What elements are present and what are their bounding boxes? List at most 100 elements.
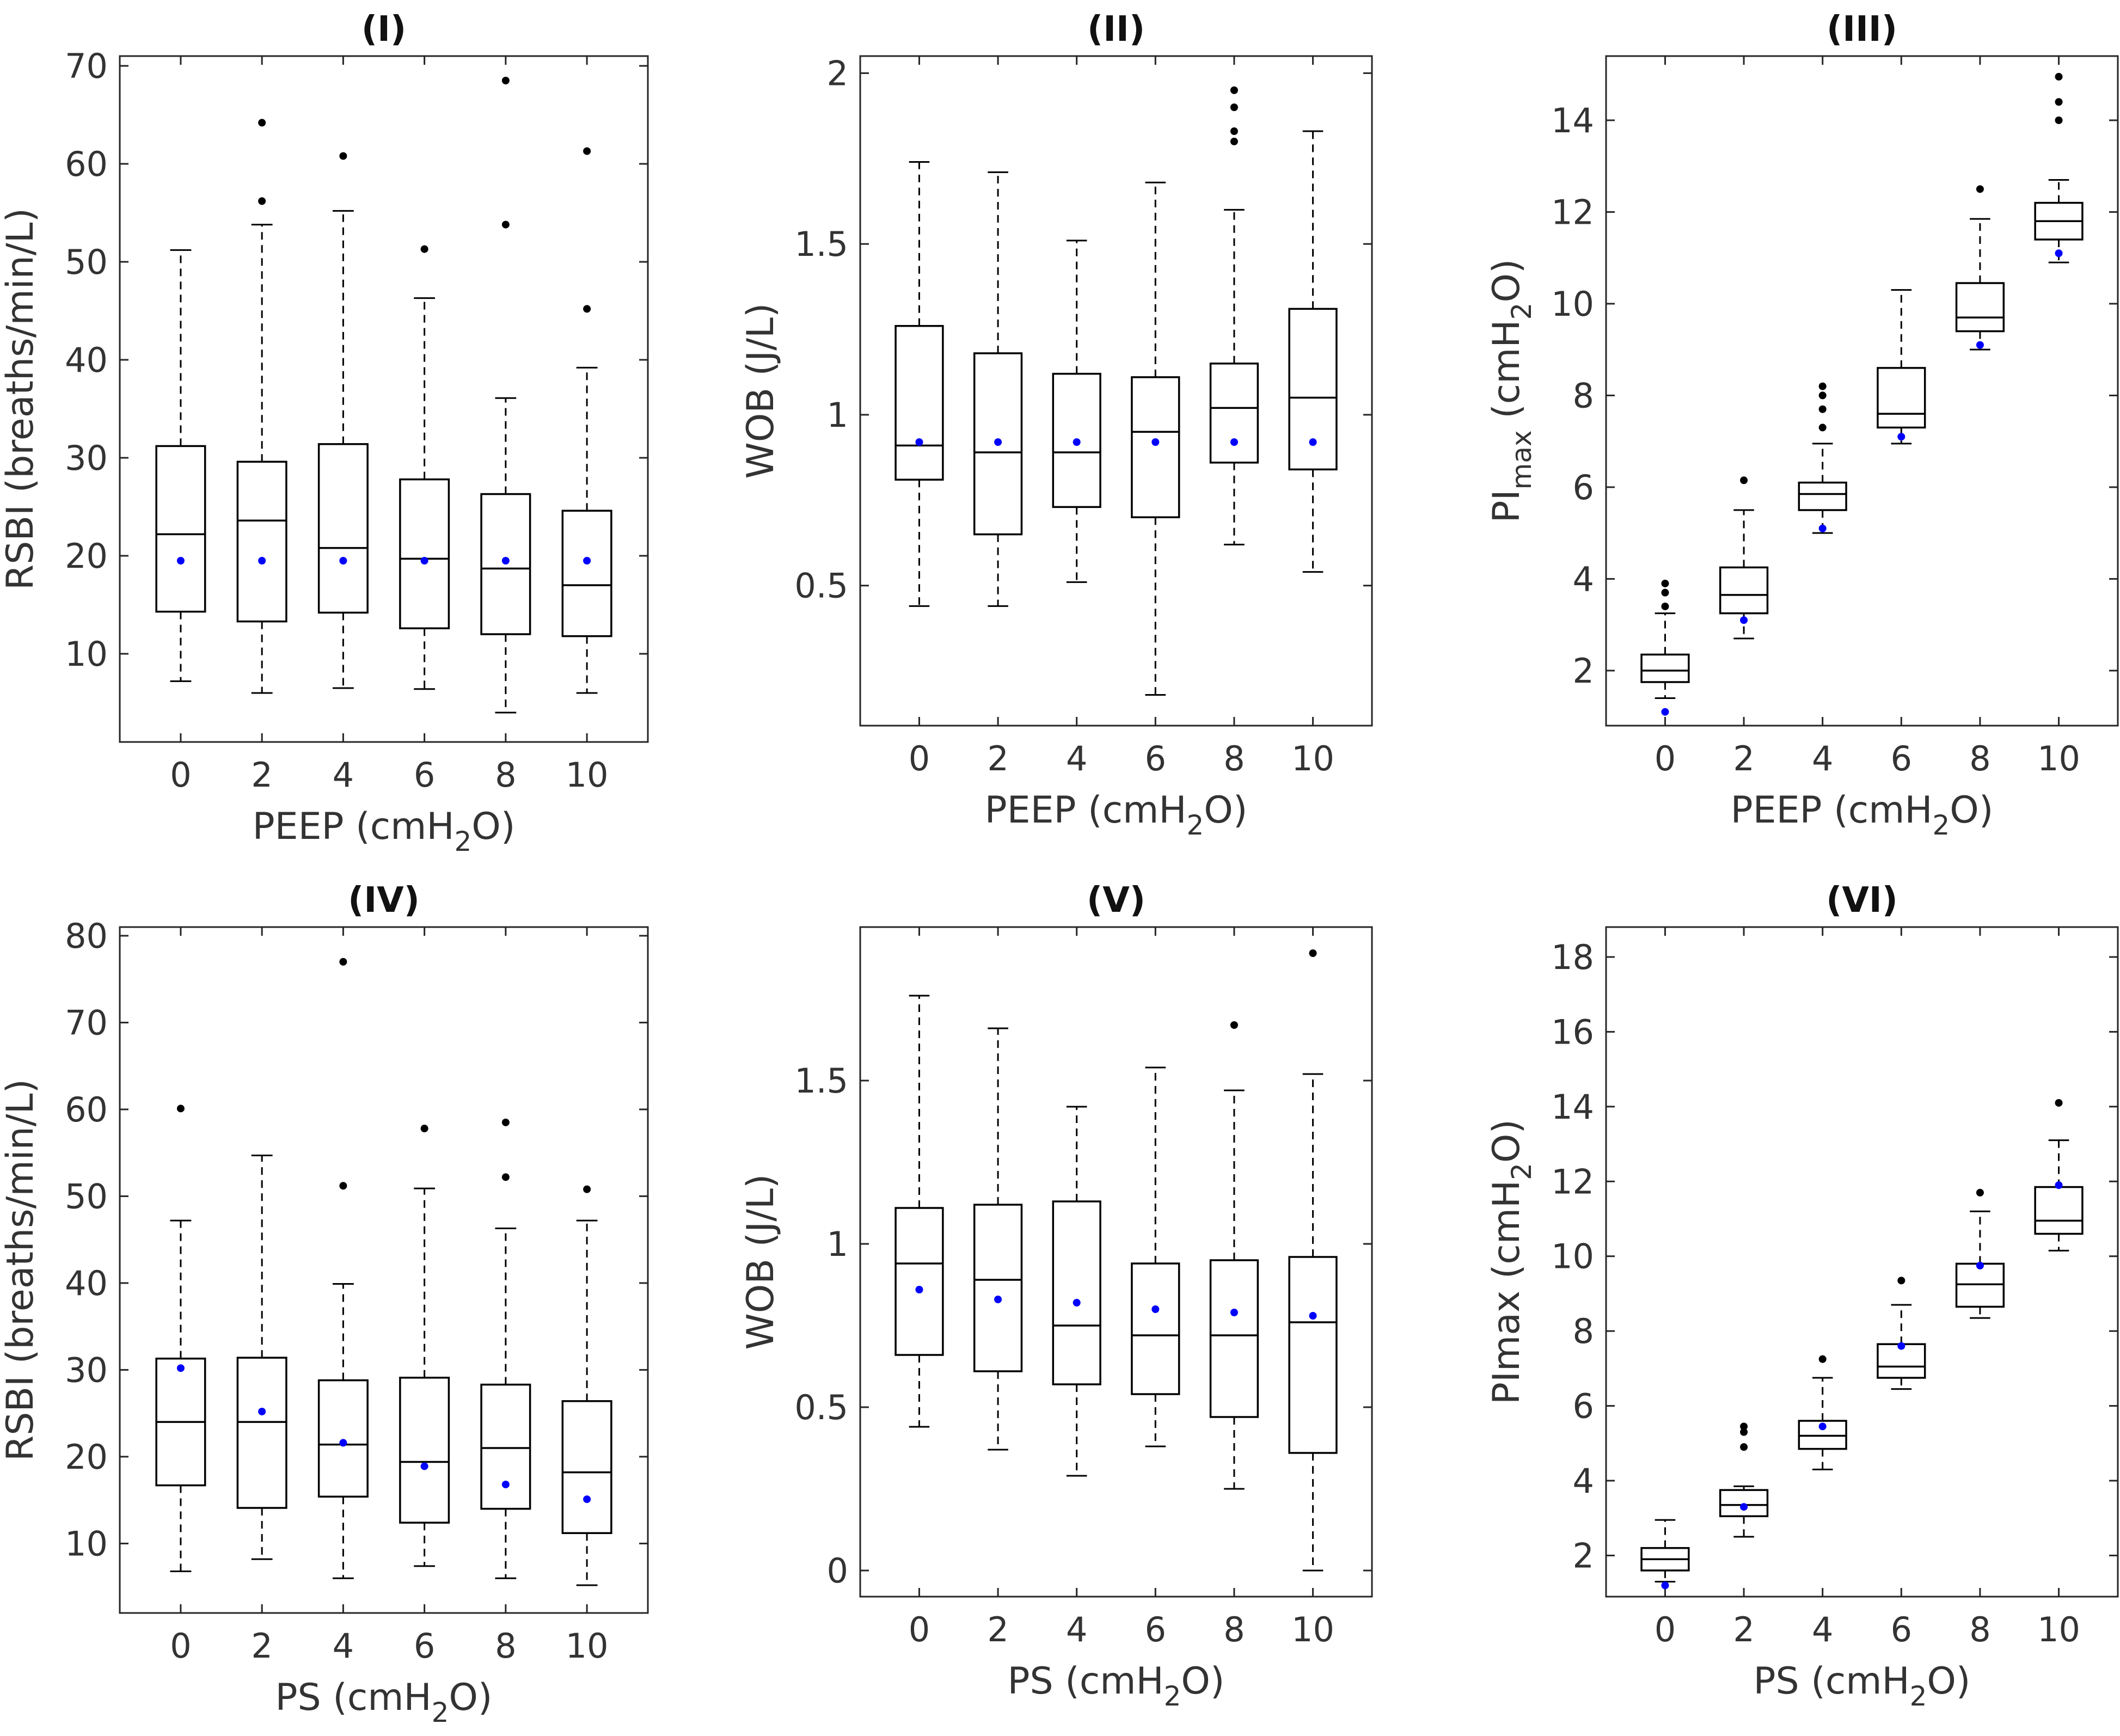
x-tick-label: 10 <box>1291 739 1334 778</box>
outlier-point <box>420 1125 428 1133</box>
x-tick-label: 4 <box>333 755 354 795</box>
x-tick-label: 4 <box>1812 1610 1833 1649</box>
outlier-point <box>501 1173 510 1181</box>
outlier-point <box>1230 86 1238 94</box>
mean-marker <box>501 1480 510 1488</box>
axes-frame <box>1605 55 2119 727</box>
outlier-point <box>501 1118 510 1126</box>
x-tick-label: 2 <box>251 1626 272 1666</box>
x-axis-label: PS (cmH2O) <box>1754 1660 1971 1712</box>
axes-frame <box>119 926 649 1614</box>
mean-marker <box>176 557 185 565</box>
box-4 <box>1798 1355 1847 1470</box>
mean-marker <box>1740 616 1748 624</box>
axes-frame <box>859 55 1373 727</box>
outlier-point <box>339 152 347 160</box>
y-tick-label: 6 <box>1573 1387 1594 1426</box>
panel-3: (III) 2 4 6 8 10 12 14 0 2 4 6 8 10 PEEP (cmH2O) PImax … <box>1485 9 2119 841</box>
outlier-point <box>1309 949 1317 957</box>
y-tick-label: 40 <box>65 1263 108 1303</box>
iqr-box <box>1288 1256 1338 1454</box>
x-tick-label: 10 <box>566 1626 609 1666</box>
outlier-point <box>1740 1443 1748 1451</box>
y-tick-label: 1 <box>827 395 848 435</box>
box-0 <box>894 995 944 1428</box>
box-6 <box>399 1125 450 1567</box>
outlier-point <box>1661 579 1669 587</box>
iqr-box <box>480 1383 531 1510</box>
outlier-point <box>339 1182 347 1190</box>
x-tick-label: 10 <box>1291 1610 1334 1649</box>
mean-marker <box>1818 524 1827 532</box>
x-tick-label: 6 <box>1891 739 1912 778</box>
mean-marker <box>501 557 510 565</box>
x-tick-label: 4 <box>1812 739 1833 778</box>
box-0 <box>894 161 944 607</box>
mean-marker <box>339 557 347 565</box>
panel-2: (II) 0.5 1 1.5 2 0 2 4 6 8 10 PEEP (cmH2O) WOB (J/L) <box>739 9 1373 841</box>
box-10 <box>1288 949 1338 1572</box>
mean-marker <box>583 557 591 565</box>
y-tick-label: 16 <box>1551 1012 1594 1052</box>
iqr-box <box>894 1207 944 1356</box>
axes-frame <box>119 55 649 743</box>
outlier-point <box>1818 424 1827 432</box>
iqr-box <box>1209 363 1259 464</box>
y-tick-label: 2 <box>827 53 848 93</box>
mean-marker <box>258 557 266 565</box>
y-tick-label: 8 <box>1573 376 1594 415</box>
panel-title: (IV) <box>348 880 420 921</box>
x-tick-label: 6 <box>1145 739 1166 778</box>
outlier-point <box>1818 1355 1827 1363</box>
x-tick-label: 8 <box>1969 1610 1990 1649</box>
mean-marker <box>1661 1581 1669 1590</box>
outlier-point <box>501 77 510 84</box>
panel-title: (II) <box>1087 9 1145 50</box>
box-8 <box>1209 1021 1259 1490</box>
y-tick-label: 14 <box>1551 101 1594 140</box>
outlier-point <box>420 245 428 253</box>
outlier-point <box>1230 137 1238 145</box>
iqr-box <box>1052 1200 1101 1385</box>
panel-4: (IV) 10 20 30 40 50 60 70 80 0 2 4 6 8 10 PS (cmH2O) RSB… <box>0 880 649 1728</box>
y-axis-label: RSBI (breaths/min/L) <box>0 1079 42 1461</box>
y-tick-label: 30 <box>65 438 108 478</box>
outlier-point <box>1230 103 1238 112</box>
y-tick-label: 60 <box>65 1090 108 1130</box>
x-tick-label: 6 <box>1145 1610 1166 1649</box>
x-tick-label: 10 <box>2037 1610 2080 1649</box>
outlier-point <box>176 1105 185 1113</box>
mean-marker <box>583 1495 591 1504</box>
mean-marker <box>915 1286 923 1293</box>
y-tick-label: 20 <box>65 1437 108 1477</box>
mean-marker <box>1976 341 1984 349</box>
panel-title: (I) <box>361 9 406 50</box>
outlier-point <box>583 147 591 155</box>
axes-frame <box>859 926 1373 1598</box>
iqr-box <box>1640 653 1690 683</box>
y-tick-label: 10 <box>65 634 108 674</box>
y-tick-label: 0.5 <box>794 1388 848 1427</box>
y-tick-label: 70 <box>65 1003 108 1042</box>
box-8 <box>480 1118 531 1579</box>
y-tick-label: 60 <box>65 144 108 184</box>
outlier-point <box>258 197 266 205</box>
y-tick-label: 1.5 <box>794 224 848 264</box>
y-tick-label: 2 <box>1573 1536 1594 1575</box>
outlier-point <box>2055 72 2063 81</box>
panel-5: (V) 0 0.5 1 1.5 0 2 4 6 8 10 PS (cmH2O) WOB (J/L) <box>739 880 1373 1712</box>
x-tick-label: 4 <box>1066 739 1087 778</box>
iqr-box <box>973 1204 1023 1372</box>
panel-title: (V) <box>1087 880 1145 921</box>
mean-marker <box>176 1364 185 1372</box>
iqr-box <box>399 478 450 629</box>
iqr-box <box>1209 1259 1259 1418</box>
x-tick-label: 2 <box>987 1610 1008 1649</box>
box-0 <box>1640 579 1690 716</box>
x-tick-label: 0 <box>170 755 191 795</box>
outlier-point <box>2055 116 2063 124</box>
outlier-point <box>1740 476 1748 484</box>
box-0 <box>155 249 206 682</box>
iqr-box <box>1955 282 2005 333</box>
mean-marker <box>994 1296 1002 1303</box>
